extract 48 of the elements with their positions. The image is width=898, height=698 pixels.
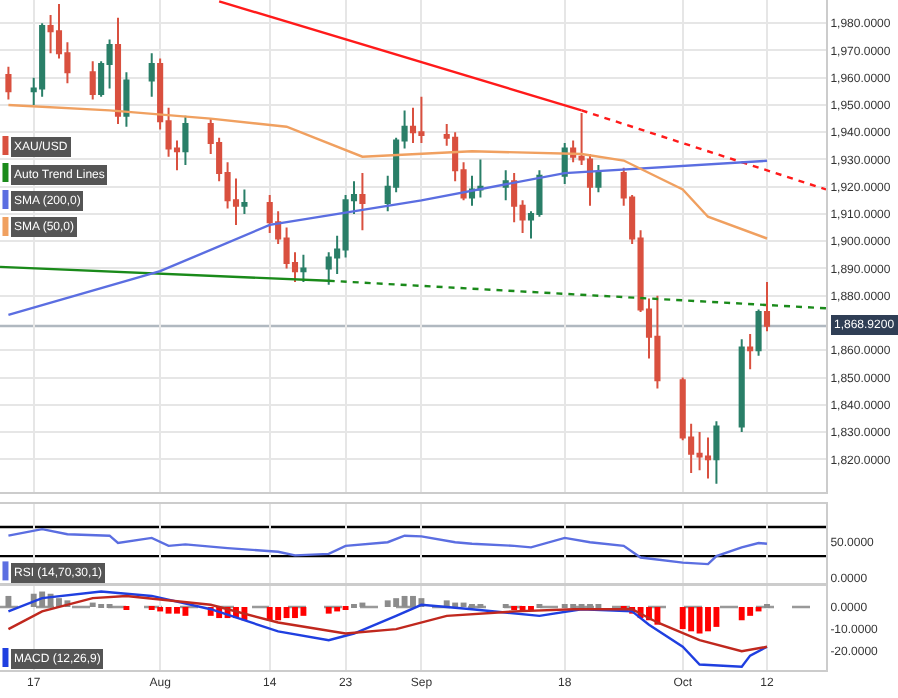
- bar: [5, 595, 12, 607]
- bar: [174, 607, 180, 614]
- candlestick: [713, 420, 720, 485]
- bar: [696, 607, 703, 634]
- candlestick: [241, 188, 248, 215]
- bar: [410, 595, 416, 607]
- bar: [292, 607, 298, 619]
- line-series: [7, 527, 769, 566]
- bar: [182, 607, 189, 616]
- bar: [325, 607, 332, 614]
- candlestick: [39, 22, 46, 98]
- bar: [747, 607, 754, 616]
- candlestick: [738, 338, 745, 434]
- line-series: [7, 103, 769, 240]
- candlestick: [418, 95, 425, 145]
- candlestick: [89, 60, 96, 101]
- bar: [266, 607, 273, 621]
- bar: [401, 595, 408, 607]
- bar: [705, 607, 711, 632]
- candlestick: [654, 294, 661, 390]
- candlestick: [5, 65, 12, 101]
- candlestick: [106, 38, 113, 90]
- line-series: [7, 594, 769, 653]
- candlestick: [747, 332, 754, 371]
- candlestick: [359, 172, 366, 232]
- candlestick: [755, 308, 762, 357]
- bar: [738, 607, 745, 621]
- bar: [275, 607, 282, 621]
- bar: [393, 598, 400, 607]
- bar: [679, 607, 686, 630]
- candlestick: [696, 431, 703, 472]
- line-series: [7, 159, 769, 317]
- candlestick: [595, 163, 602, 194]
- candlestick: [477, 158, 484, 199]
- candlestick: [704, 436, 712, 480]
- candlestick: [148, 52, 155, 98]
- bar: [300, 607, 307, 616]
- bar: [713, 607, 720, 627]
- bar: [384, 600, 391, 607]
- candlestick: [114, 16, 122, 126]
- bar: [283, 607, 290, 619]
- line-series: [7, 590, 769, 668]
- bar: [688, 607, 695, 632]
- candlestick: [763, 281, 771, 333]
- candlestick: [182, 114, 189, 166]
- candlestick: [123, 71, 130, 128]
- bar: [165, 607, 172, 614]
- candlestick: [300, 253, 307, 284]
